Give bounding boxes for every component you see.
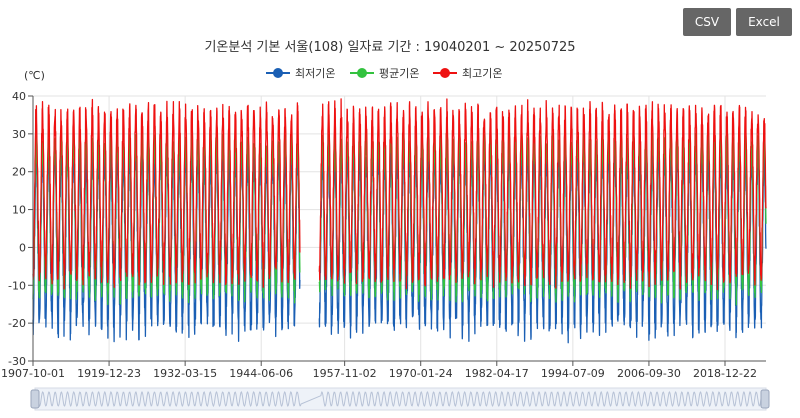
x-tick-label: 2006-09-30	[617, 367, 681, 380]
y-tick-label: 30	[12, 128, 26, 141]
x-tick-label: 1919-12-23	[77, 367, 141, 380]
legend-item[interactable]: 최저기온	[266, 67, 335, 80]
legend: 최저기온 평균기온 최고기온	[266, 67, 502, 80]
series-line	[32, 98, 767, 291]
y-tick-label: 40	[12, 90, 26, 103]
x-tick-label: 1957-11-02	[313, 367, 377, 380]
csv-button[interactable]: CSV	[683, 8, 731, 36]
chart-title: 기온분석 기본 서울(108) 일자료 기간 : 19040201 ~ 2025…	[204, 40, 575, 55]
legend-item[interactable]: 평균기온	[350, 67, 419, 80]
x-tick-label: 2018-12-22	[693, 367, 757, 380]
y-tick-label: -30	[8, 355, 26, 368]
x-tick-label: 1944-06-06	[229, 367, 293, 380]
x-tick-label: 1982-04-17	[465, 367, 529, 380]
legend-label: 최고기온	[462, 67, 502, 80]
zoom-slider[interactable]	[30, 387, 770, 411]
y-tick-label: -20	[8, 317, 26, 330]
legend-item[interactable]: 최고기온	[433, 67, 502, 80]
y-tick-label: 10	[12, 204, 26, 217]
slider-handle-right[interactable]	[760, 389, 770, 409]
y-axis-unit: (℃)	[24, 69, 45, 82]
legend-marker	[440, 68, 450, 78]
x-tick-label: 1994-07-09	[541, 367, 605, 380]
y-tick-label: -10	[8, 279, 26, 292]
y-tick-label: 20	[12, 166, 26, 179]
slider-handle-left[interactable]	[30, 389, 40, 409]
legend-marker	[357, 68, 367, 78]
x-tick-label: 1970-01-24	[389, 367, 453, 380]
legend-marker	[273, 68, 283, 78]
legend-label: 평균기온	[379, 67, 419, 80]
series-layer	[32, 98, 767, 344]
x-tick-label: 1907-10-01	[1, 367, 65, 380]
slider-track[interactable]	[34, 387, 767, 411]
y-tick-label: 0	[19, 241, 26, 254]
x-tick-label: 1932-03-15	[153, 367, 217, 380]
legend-label: 최저기온	[295, 67, 335, 80]
slider-preview	[34, 390, 766, 408]
excel-button[interactable]: Excel	[736, 8, 792, 36]
